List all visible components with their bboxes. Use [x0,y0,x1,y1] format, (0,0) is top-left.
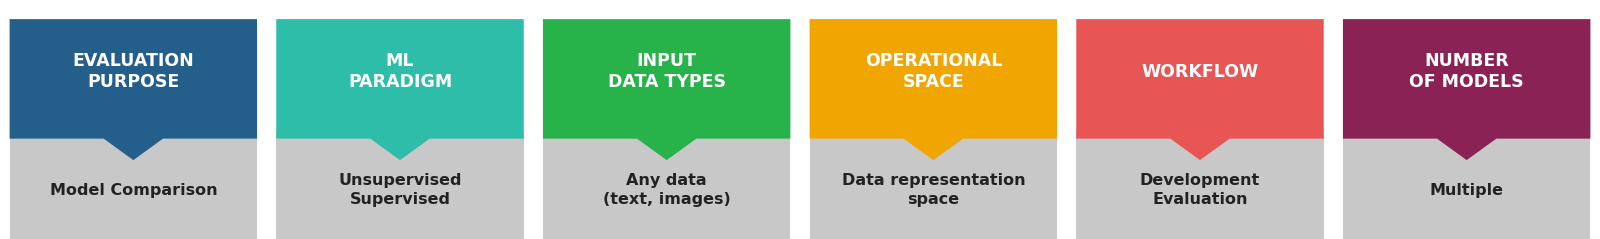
Polygon shape [1077,19,1323,160]
Polygon shape [10,19,258,160]
Text: EVALUATION
PURPOSE: EVALUATION PURPOSE [72,52,194,92]
Text: Data representation
space: Data representation space [842,173,1026,207]
Text: Development
Evaluation: Development Evaluation [1139,173,1261,207]
Polygon shape [810,131,1058,239]
Polygon shape [1077,131,1323,239]
Text: OPERATIONAL
SPACE: OPERATIONAL SPACE [864,52,1002,92]
Polygon shape [542,19,790,160]
Polygon shape [277,19,523,160]
Text: INPUT
DATA TYPES: INPUT DATA TYPES [608,52,726,92]
Polygon shape [810,19,1058,160]
Text: Model Comparison: Model Comparison [50,183,218,197]
Text: Any data
(text, images): Any data (text, images) [603,173,731,207]
Polygon shape [277,131,523,239]
Polygon shape [542,131,790,239]
Text: NUMBER
OF MODELS: NUMBER OF MODELS [1410,52,1523,92]
Text: Unsupervised
Supervised: Unsupervised Supervised [338,173,462,207]
Text: Multiple: Multiple [1430,183,1504,197]
Polygon shape [1342,19,1590,160]
Text: ML
PARADIGM: ML PARADIGM [347,52,453,92]
Polygon shape [1342,131,1590,239]
Text: WORKFLOW: WORKFLOW [1141,63,1259,81]
Polygon shape [10,131,258,239]
